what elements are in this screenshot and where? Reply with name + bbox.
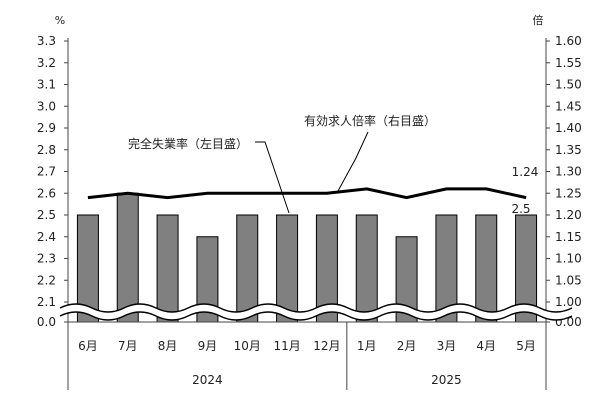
right-tick-label: 1.20 [555,208,582,222]
category-label: 1月 [357,339,377,353]
x-axis-layer: 6月 7月 8月 9月 10月 11月 12月 1月 2月 3月 4月 5月 2024 2025 [78,322,536,390]
left-tick-label: 2.3 [37,252,56,266]
left-axis-unit: % [55,14,65,27]
ticks-layer: 3.3 3.2 3.1 3.0 2.9 2.8 2.7 2.6 2.5 2.4 2.3 2.2 2.1 0… [37,34,582,329]
left-tick-label: 0.0 [37,315,56,329]
category-label: 6月 [78,339,98,353]
bar [116,192,139,323]
right-tick-label: 1.60 [555,34,582,48]
line-last-value-label: 1.24 [512,165,539,179]
left-tick-label: 2.9 [37,121,56,135]
line-layer [87,187,527,200]
series-line [87,187,527,200]
bar [236,214,259,323]
left-tick-label: 2.1 [37,295,56,309]
category-label: 12月 [313,339,340,353]
category-label: 3月 [437,339,457,353]
right-tick-label: 1.40 [555,121,582,135]
left-tick-label: 2.2 [37,273,56,287]
right-tick-label: 1.05 [555,273,582,287]
left-tick-label: 2.8 [37,143,56,157]
category-label: 8月 [158,339,178,353]
left-tick-label: 3.3 [37,34,56,48]
group-label: 2024 [192,373,223,387]
series-name-label: 有効求人倍率（右目盛） [304,113,436,128]
bar [475,214,498,323]
bar [355,214,378,323]
left-tick-label: 3.1 [37,78,56,92]
right-axis-unit: 倍 [533,13,544,27]
series-leader-line [337,131,369,192]
bars-layer [76,192,538,323]
series-leader-line [255,141,290,214]
axis-break-wave [59,311,573,321]
axis-break [59,303,573,321]
axis-break-wave [59,303,573,313]
category-label: 10月 [234,339,261,353]
right-tick-label: 1.50 [555,78,582,92]
group-label: 2025 [431,373,462,387]
left-tick-label: 2.4 [37,230,56,244]
category-label: 11月 [273,339,300,353]
right-tick-label: 1.55 [555,56,582,70]
left-tick-label: 3.2 [37,56,56,70]
category-label: 4月 [476,339,496,353]
right-tick-label: 1.25 [555,186,582,200]
category-label: 5月 [516,339,536,353]
bar [156,214,179,323]
category-label: 9月 [198,339,218,353]
left-tick-label: 2.5 [37,208,56,222]
left-tick-label: 2.7 [37,165,56,179]
series-name-label: 完全失業率（左目盛） [128,136,248,151]
right-tick-label: 1.45 [555,99,582,113]
right-tick-label: 1.30 [555,165,582,179]
bar-last-value-label: 2.5 [511,202,530,216]
left-tick-label: 3.0 [37,99,56,113]
annotations: 有効求人倍率（右目盛） 完全失業率（左目盛） 1.24 2.5 [128,113,538,216]
right-tick-label: 1.00 [555,295,582,309]
category-label: 7月 [118,339,138,353]
right-tick-label: 1.35 [555,143,582,157]
right-tick-label: 1.10 [555,252,582,266]
right-tick-label: 1.15 [555,230,582,244]
left-tick-label: 2.6 [37,186,56,200]
category-label: 2月 [397,339,417,353]
